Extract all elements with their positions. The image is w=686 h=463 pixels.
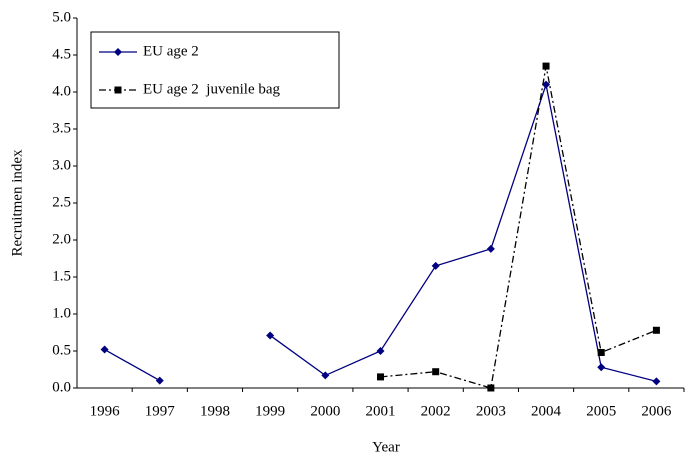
y-tick-label: 1.5 [52, 268, 71, 284]
series-line [269, 82, 657, 382]
legend-marker [114, 48, 122, 56]
legend-marker [114, 86, 122, 94]
y-tick-label: 2.5 [52, 194, 71, 210]
legend-label: EU age 2 juvenile bag [143, 81, 281, 97]
point [431, 261, 440, 270]
y-tick-label: 4.5 [52, 46, 71, 62]
y-tick-label: 0.5 [52, 342, 71, 358]
series-line [380, 65, 657, 389]
x-tick-label: 1998 [200, 403, 230, 419]
point [486, 244, 495, 253]
y-tick-label: 4.0 [52, 83, 71, 99]
y-tick-label: 3.0 [52, 157, 71, 173]
legend-box [90, 31, 340, 109]
point [376, 347, 385, 355]
point [542, 62, 550, 70]
y-tick-label: 5.0 [52, 9, 71, 25]
point [652, 326, 660, 334]
x-tick-label: 2002 [421, 403, 451, 419]
y-tick-label: 0.0 [52, 379, 71, 395]
point [100, 345, 109, 354]
point [432, 368, 440, 376]
x-tick-label: 2004 [531, 403, 562, 419]
point [266, 331, 275, 340]
point [597, 363, 606, 372]
x-tick-label: 1999 [255, 403, 285, 419]
x-axis-title: Year [372, 439, 400, 455]
y-tick-label: 2.0 [52, 231, 71, 247]
point [321, 371, 330, 380]
x-tick-label: 2000 [310, 403, 340, 419]
x-tick-label: 2006 [641, 403, 672, 419]
legend-label: EU age 2 [143, 43, 199, 59]
x-tick-label: 2003 [476, 403, 506, 419]
point [377, 373, 384, 381]
series-line [104, 348, 161, 382]
x-tick-label: 2005 [586, 403, 616, 419]
x-tick-label: 2001 [366, 403, 396, 419]
y-tick-label: 3.5 [52, 120, 71, 136]
x-tick-label: 1996 [90, 403, 121, 419]
point [542, 80, 551, 89]
y-axis-title: Recruitmen index [9, 149, 25, 257]
point [155, 376, 164, 385]
point [487, 384, 495, 392]
point [652, 377, 661, 386]
x-tick-label: 1997 [145, 403, 176, 419]
y-tick-label: 1.0 [52, 305, 71, 321]
point [597, 348, 605, 356]
